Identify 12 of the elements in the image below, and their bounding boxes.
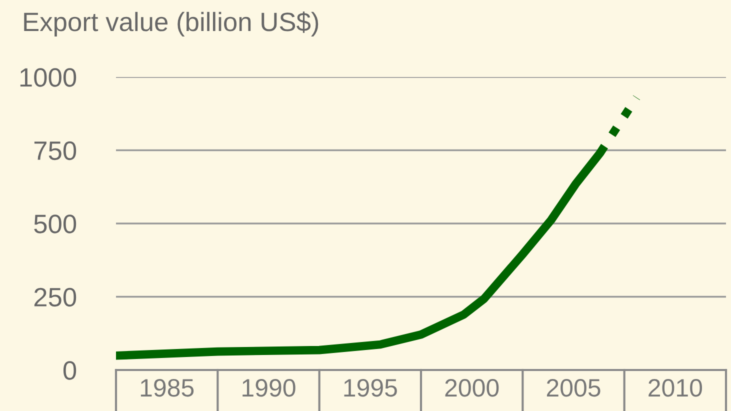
y-tick-label: 1000 (20, 68, 76, 87)
y-tick-label: 500 (34, 214, 76, 234)
x-tick-label: 2010 (648, 378, 702, 397)
y-tick-label: 750 (34, 141, 76, 160)
x-tick-label: 2000 (445, 378, 499, 397)
x-tick-label: 2005 (546, 378, 600, 397)
x-tick-label: 1995 (344, 378, 397, 397)
x-tick-label: 1990 (242, 378, 296, 397)
x-tick-label: 1985 (140, 378, 194, 397)
y-tick-label: 250 (34, 288, 76, 307)
y-tick-label: 0 (63, 361, 76, 380)
y-axis-title: Export value (billion US$) (24, 11, 318, 37)
